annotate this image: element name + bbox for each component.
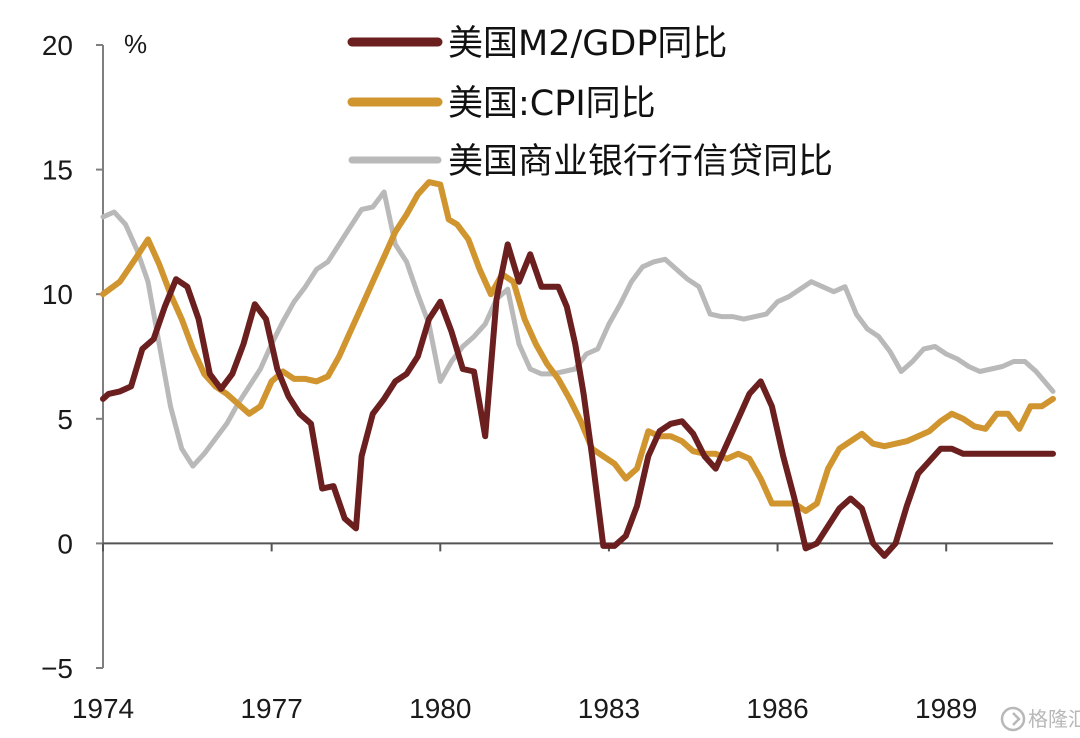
series-line-credit bbox=[100, 189, 1056, 469]
legend-item-credit: 美国商业银行行信贷同比 bbox=[348, 142, 833, 182]
series-line-m2-gdp bbox=[100, 241, 1056, 559]
series-line-cpi bbox=[100, 179, 1056, 514]
watermark-text: 格隆汇 bbox=[1028, 707, 1080, 731]
series-layer bbox=[100, 179, 1056, 559]
x-tick-label: 1980 bbox=[409, 693, 471, 724]
legend: 美国M2/GDP同比 美国:CPI同比 美国商业银行行信贷同比 bbox=[347, 24, 833, 182]
x-tick-label: 1977 bbox=[240, 693, 302, 724]
y-axis-unit-label: % bbox=[124, 29, 147, 59]
y-tick-label: 15 bbox=[42, 155, 73, 186]
y-tick-label: 5 bbox=[57, 404, 73, 435]
x-tick-label: 1983 bbox=[578, 693, 640, 724]
x-tick-label: 1986 bbox=[746, 693, 808, 724]
legend-item-cpi: 美国:CPI同比 bbox=[347, 84, 656, 124]
gelonghui-logo-icon bbox=[1000, 706, 1026, 732]
watermark: 格隆汇 bbox=[1000, 706, 1080, 732]
y-tick-label: −5 bbox=[41, 653, 73, 684]
legend-label-cpi: 美国:CPI同比 bbox=[448, 84, 656, 124]
legend-item-m2-gdp: 美国M2/GDP同比 bbox=[347, 24, 727, 64]
x-tick-label: 1989 bbox=[915, 693, 977, 724]
x-tick-label: 1974 bbox=[72, 693, 134, 724]
legend-label-credit: 美国商业银行行信贷同比 bbox=[448, 142, 833, 182]
legend-label-m2-gdp: 美国M2/GDP同比 bbox=[448, 24, 727, 64]
tick-labels-layer: −5 0 5 10 15 20 1974 1977 1980 1983 1986 1989 bbox=[41, 30, 977, 724]
y-tick-label: 20 bbox=[42, 30, 73, 61]
y-tick-label: 0 bbox=[57, 528, 73, 559]
y-tick-label: 10 bbox=[42, 279, 73, 310]
